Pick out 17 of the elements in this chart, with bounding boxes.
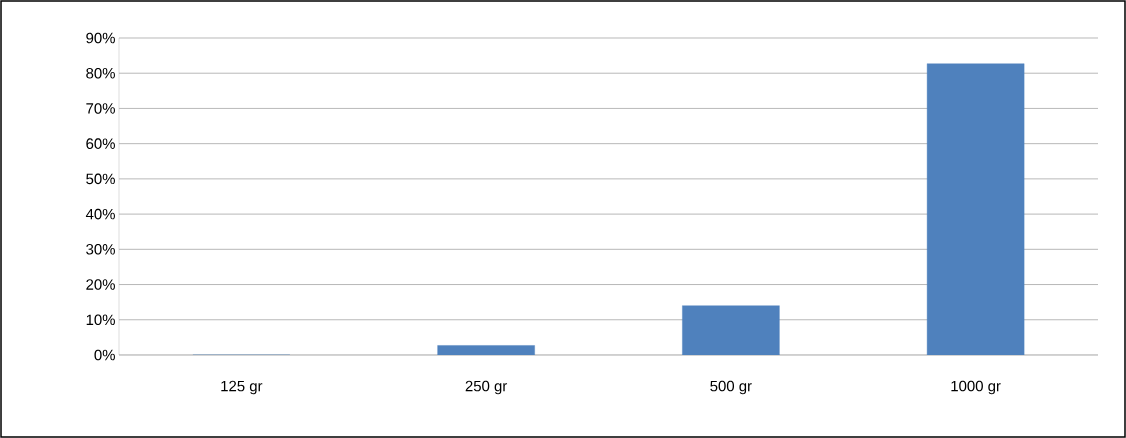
y-tick-label: 40% bbox=[85, 208, 115, 220]
y-tick-label: 30% bbox=[86, 244, 115, 255]
y-tick-label: 20% bbox=[86, 279, 115, 290]
y-tick-label: 0% bbox=[94, 349, 115, 361]
bar bbox=[926, 63, 1025, 355]
y-tick-label: 70% bbox=[86, 103, 115, 114]
x-tick-label: 500 gr bbox=[710, 380, 752, 395]
bar bbox=[682, 305, 780, 355]
bar bbox=[437, 345, 535, 355]
y-tick-label: 80% bbox=[86, 67, 115, 79]
y-tick-label: 10% bbox=[86, 314, 115, 326]
x-tick-label: 250 gr bbox=[465, 380, 508, 395]
x-tick-label: 125 gr bbox=[221, 380, 263, 395]
y-tick-label: 60% bbox=[86, 138, 115, 149]
y-tick-label: 90% bbox=[86, 32, 115, 44]
y-tick-label: 50% bbox=[86, 173, 115, 185]
x-tick-label: 1000 gr bbox=[951, 380, 1001, 395]
